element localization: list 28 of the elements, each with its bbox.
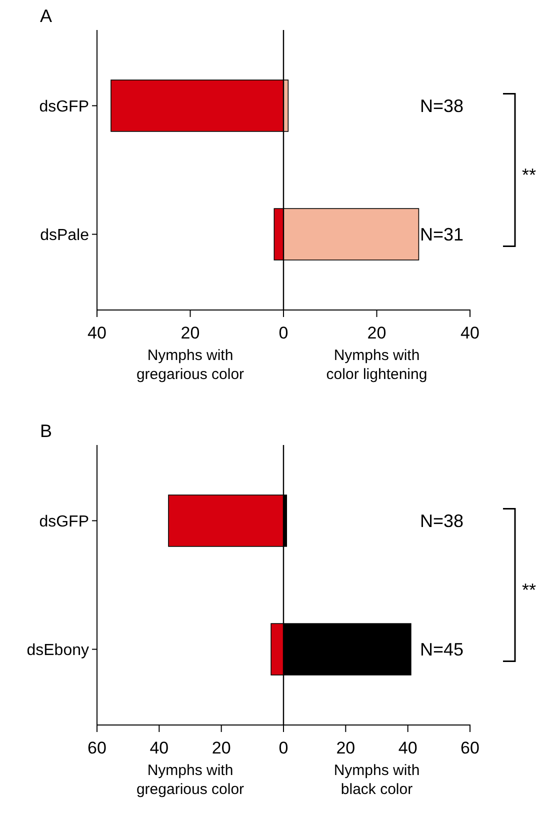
x-tick-label: 20 [336,738,356,758]
x-tick-label: 40 [150,738,169,758]
x-tick-label: 20 [180,324,200,343]
x-tick-label: 60 [460,738,480,758]
chart-title: B [40,421,52,441]
text: Nymphs with black color [334,762,420,798]
text: ** [522,164,536,185]
text: Nymphs with gregarious color [136,347,244,383]
text: Nymphs with gregarious color [136,762,244,798]
text: ** [522,580,536,600]
x-tick-label: 40 [398,738,418,758]
annotation: N=38 [420,511,464,532]
annotation: N=45 [420,640,464,660]
x-tick-label: 20 [212,738,231,758]
x-tick-label: 40 [88,324,106,343]
y-tick-label: dsEbony [26,642,89,659]
x-tick-label: 0 [278,324,288,343]
x-tick-label: 20 [367,324,386,343]
x-tick-label: 60 [88,738,106,758]
y-tick-label: dsGFP [39,513,89,530]
chart-title: A [40,6,52,26]
y-tick-label: dsGFP [39,98,89,116]
annotation: N=31 [420,224,464,245]
y-tick-label: dsPale [40,226,90,244]
text: Nymphs with color lightening [326,347,428,383]
annotation: N=38 [420,96,464,116]
x-tick-label: 40 [460,324,480,343]
x-tick-label: 0 [278,738,288,758]
